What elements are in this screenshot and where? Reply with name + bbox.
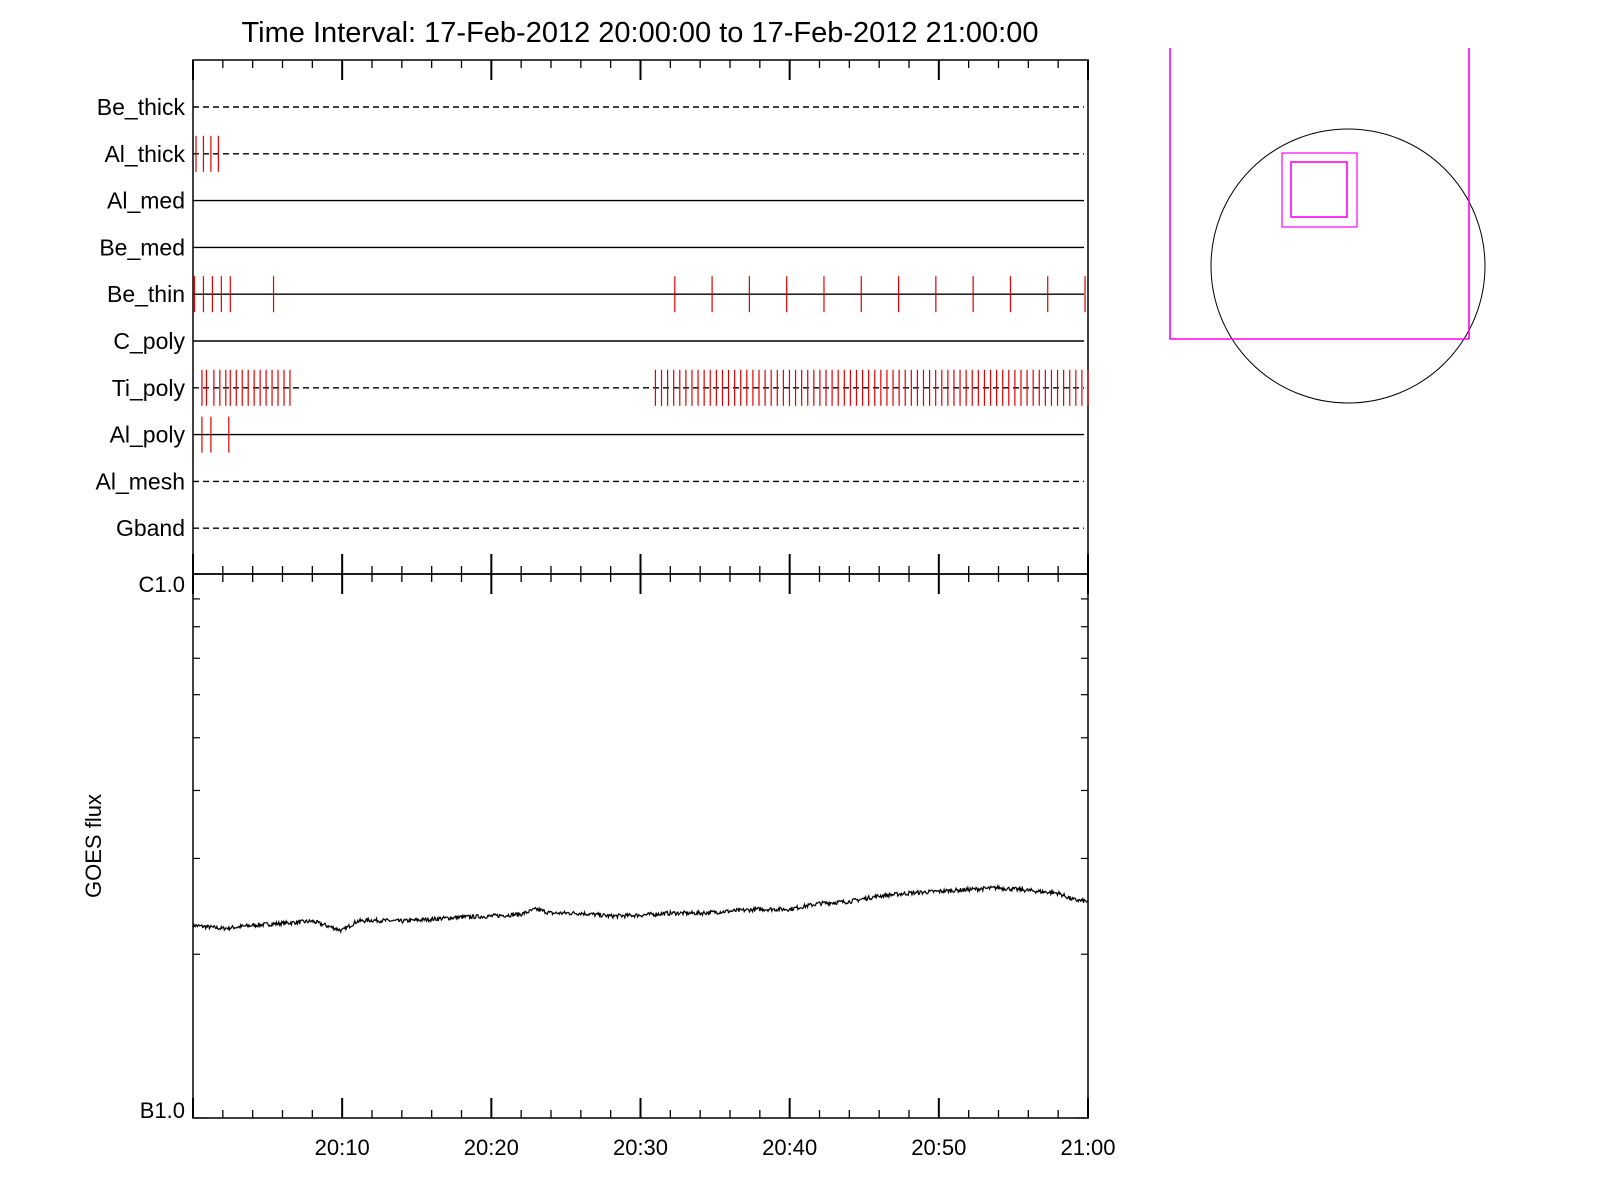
filter-label-al-thick: Al_thick (104, 141, 185, 167)
field-of-view-box (1169, 48, 1470, 340)
x-tick-label: 21:00 (1060, 1135, 1115, 1160)
goes-flux-series (192, 883, 1089, 934)
y-axis-label: GOES flux (81, 794, 106, 898)
solar-disk (1210, 128, 1486, 404)
y-tick-label-top: C1.0 (139, 572, 185, 597)
filter-label-be-thin: Be_thin (107, 281, 185, 307)
region-box-outer (1281, 152, 1358, 228)
flux-frame (192, 573, 1089, 1119)
filter-label-ti-poly: Ti_poly (112, 375, 186, 401)
y-tick-label-bottom: B1.0 (140, 1098, 185, 1123)
x-axis-ticks (192, 60, 1089, 1118)
filter-label-be-med: Be_med (99, 234, 185, 260)
filter-label-c-poly: C_poly (113, 328, 185, 354)
x-tick-label: 20:40 (762, 1135, 817, 1160)
chart-title: Time Interval: 17-Feb-2012 20:00:00 to 1… (242, 17, 1039, 49)
x-tick-label: 20:20 (464, 1135, 519, 1160)
x-tick-label: 20:30 (613, 1135, 668, 1160)
context-image (1169, 48, 1486, 404)
filter-label-gband: Gband (116, 515, 185, 541)
region-box-inner (1290, 161, 1348, 218)
timeline-rows: Be_thick Al_thick Al_med Be_med Be_thin C_pol… (96, 94, 1084, 541)
y-axis-ticks (193, 573, 1088, 1119)
filter-label-be-thick: Be_thick (97, 94, 186, 120)
x-axis-labels: 20:10 20:20 20:30 20:40 20:50 21:00 (315, 1135, 1116, 1160)
filter-label-al-mesh: Al_mesh (96, 468, 185, 494)
x-tick-label: 20:50 (911, 1135, 966, 1160)
timeline-frame (192, 59, 1089, 575)
x-tick-label: 20:10 (315, 1135, 370, 1160)
timeline-marks (193, 135, 1089, 453)
filter-label-al-poly: Al_poly (110, 422, 186, 448)
filter-label-al-med: Al_med (107, 188, 185, 214)
